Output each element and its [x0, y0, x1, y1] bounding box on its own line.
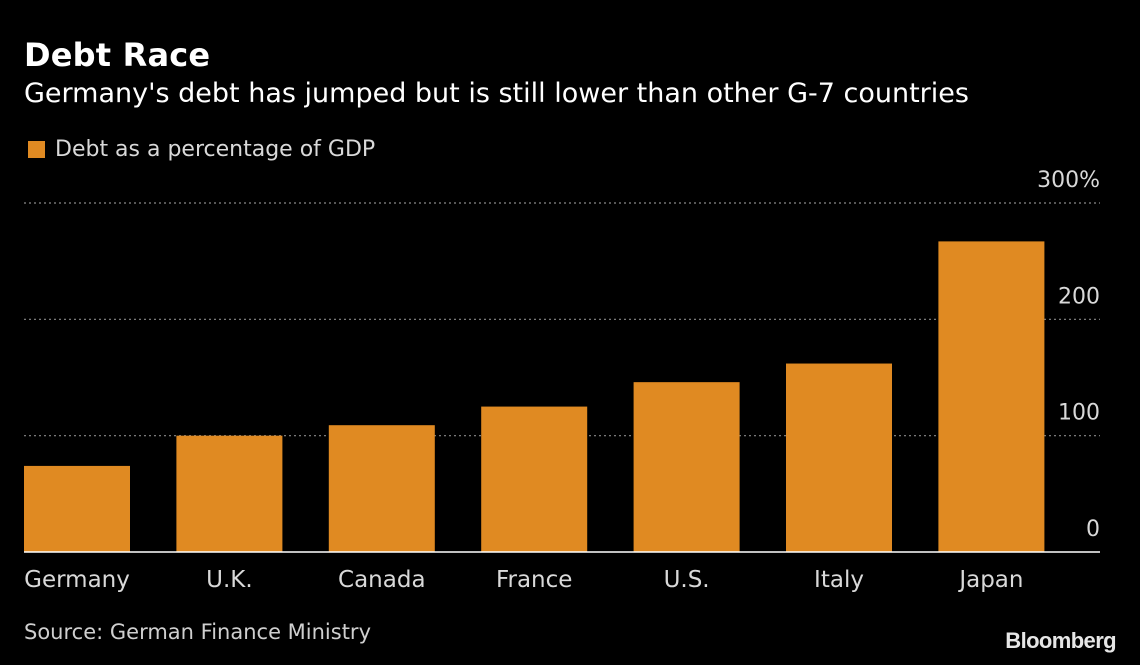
bar-france — [481, 406, 588, 552]
x-tick-label: U.S. — [664, 567, 710, 593]
x-tick-label: France — [496, 567, 572, 593]
bar-japan — [938, 241, 1045, 552]
legend-swatch — [28, 141, 45, 158]
legend: Debt as a percentage of GDP — [28, 137, 375, 162]
source-note: Source: German Finance Ministry — [24, 620, 371, 644]
bar-italy — [786, 363, 892, 552]
x-tick-label: Canada — [338, 567, 426, 593]
y-tick-label: 0 — [1086, 517, 1100, 542]
bloomberg-logo: Bloomberg — [1005, 628, 1116, 653]
y-tick-label: 100 — [1058, 401, 1100, 426]
x-tick-label: U.K. — [206, 567, 253, 593]
chart-subtitle: Germany's debt has jumped but is still l… — [24, 78, 969, 109]
x-tick-label: Germany — [24, 567, 130, 593]
bar-canada — [328, 425, 435, 552]
y-tick-label: 300% — [1037, 168, 1100, 193]
bar-uk — [176, 435, 283, 552]
legend-label: Debt as a percentage of GDP — [55, 137, 376, 162]
x-tick-label: Italy — [814, 567, 864, 593]
y-tick-label: 200 — [1058, 284, 1100, 309]
bar-germany — [24, 465, 130, 552]
x-tick-label: Japan — [957, 567, 1023, 593]
bar-us — [633, 382, 740, 552]
chart-title: Debt Race — [24, 36, 211, 74]
